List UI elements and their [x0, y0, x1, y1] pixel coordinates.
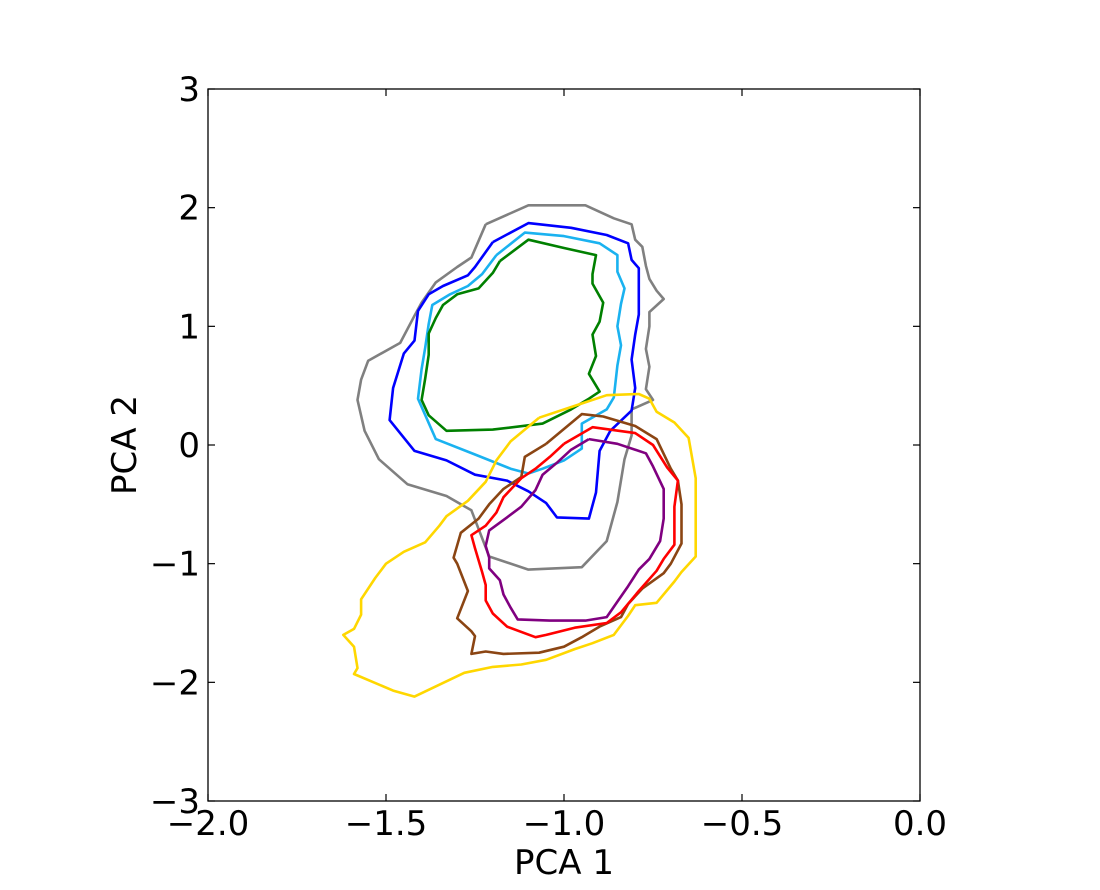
y-tick-label: 3 [178, 70, 200, 110]
y-tick-label: −2 [150, 663, 200, 703]
contour-line-2 [388, 221, 641, 520]
x-tick-label: −2.0 [167, 804, 250, 844]
contour-line-5 [341, 392, 698, 698]
x-axis-label: PCA 1 [514, 843, 614, 883]
y-tick-label: 0 [178, 426, 200, 466]
contour-line-7 [470, 425, 680, 639]
y-axis-label: PCA 2 [105, 395, 145, 495]
y-tick-label: −3 [150, 782, 200, 822]
contour-line-3 [416, 231, 626, 475]
x-tick-label: −0.5 [701, 804, 784, 844]
axis-ticks: −2.0 −1.5 −1.0 −0.5 0.0 −3 −2 −1 0 1 2 3 [150, 70, 947, 844]
y-tick-label: −1 [150, 545, 200, 585]
contour-line-8 [484, 437, 666, 622]
contour-line-1 [356, 204, 666, 571]
x-tick-label: 0.0 [893, 804, 947, 844]
contour-line-4 [420, 238, 605, 433]
x-tick-label: −1.0 [523, 804, 606, 844]
x-tick-label: −1.5 [345, 804, 428, 844]
y-tick-label: 2 [178, 189, 200, 229]
contour-lines [341, 204, 698, 698]
y-tick-label: 1 [178, 307, 200, 347]
